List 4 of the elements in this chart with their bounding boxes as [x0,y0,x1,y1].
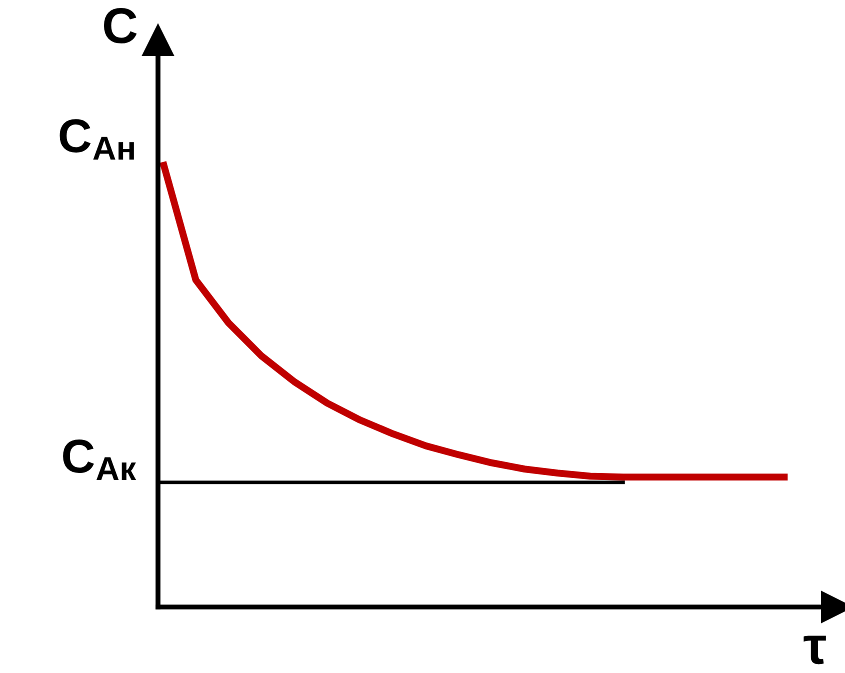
ref-line-label: C$_{Ак}$ [63,440,136,480]
x-axis-title: τ [804,636,826,664]
text: C$_{Ан}$ [60,119,134,160]
y-axis-title: C [104,8,137,44]
